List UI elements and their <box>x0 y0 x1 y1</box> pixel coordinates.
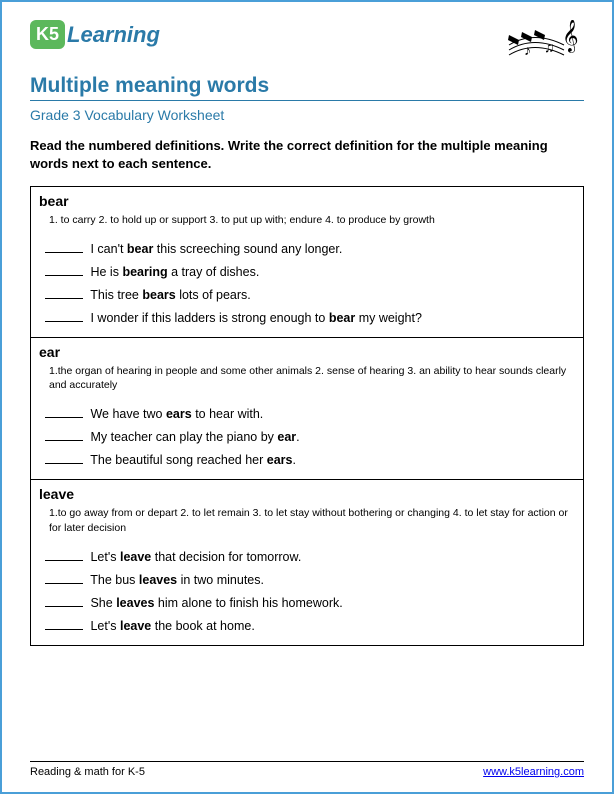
answer-blank[interactable] <box>45 311 83 322</box>
sentence-pre: He is <box>87 265 122 279</box>
logo-badge: K5 <box>30 20 65 49</box>
answer-blank[interactable] <box>45 573 83 584</box>
answer-blank[interactable] <box>45 288 83 299</box>
sentence: He is bearing a tray of dishes. <box>39 265 575 279</box>
sentence: The bus leaves in two minutes. <box>39 573 575 587</box>
sentence-post: this screeching sound any longer. <box>153 242 342 256</box>
sentence-pre: I wonder if this ladders is strong enoug… <box>87 311 329 325</box>
sentence-post: to hear with. <box>192 407 264 421</box>
answer-blank[interactable] <box>45 596 83 607</box>
sentence-post: in two minutes. <box>177 573 264 587</box>
sentence-post: my weight? <box>355 311 422 325</box>
answer-blank[interactable] <box>45 430 83 441</box>
sentence-pre: We have two <box>87 407 166 421</box>
worksheet-page: K5 Learning 𝄞 ♪ ♫ Multiple meaning words… <box>0 0 614 794</box>
sentence-bold-word: leave <box>120 550 151 564</box>
svg-text:♫: ♫ <box>544 39 555 55</box>
answer-blank[interactable] <box>45 550 83 561</box>
sentence-post: . <box>296 430 299 444</box>
answer-blank[interactable] <box>45 242 83 253</box>
word-box-ear: ear 1.the organ of hearing in people and … <box>30 338 584 480</box>
sentence-post: a tray of dishes. <box>168 265 260 279</box>
footer-divider <box>30 761 584 762</box>
answer-blank[interactable] <box>45 453 83 464</box>
word-boxes: bear 1. to carry 2. to hold up or support… <box>30 186 584 645</box>
definitions: 1. to carry 2. to hold up or support 3. … <box>39 213 575 228</box>
sentence-bold-word: leave <box>120 619 151 633</box>
sentence-post: . <box>293 453 296 467</box>
sentence-post: him alone to finish his homework. <box>154 596 342 610</box>
header: K5 Learning 𝄞 ♪ ♫ <box>30 20 584 70</box>
sentence-bold-word: leaves <box>116 596 154 610</box>
sentence: Let's leave that decision for tomorrow. <box>39 550 575 564</box>
word-title: bear <box>39 193 575 209</box>
footer-left: Reading & math for K-5 <box>30 766 145 778</box>
page-title: Multiple meaning words <box>30 74 584 98</box>
word-box-bear: bear 1. to carry 2. to hold up or support… <box>30 186 584 338</box>
word-box-leave: leave 1.to go away from or depart 2. to l… <box>30 480 584 645</box>
sentence-bold-word: ears <box>267 453 293 467</box>
sentence: This tree bears lots of pears. <box>39 288 575 302</box>
sentence-post: the book at home. <box>151 619 255 633</box>
sentence: We have two ears to hear with. <box>39 407 575 421</box>
sentence-bold-word: ear <box>277 430 296 444</box>
sentence: The beautiful song reached her ears. <box>39 453 575 467</box>
sentence-pre: Let's <box>87 619 120 633</box>
sentence-pre: My teacher can play the piano by <box>87 430 277 444</box>
answer-blank[interactable] <box>45 265 83 276</box>
sentence-bold-word: bear <box>329 311 355 325</box>
definitions: 1.the organ of hearing in people and som… <box>39 364 575 393</box>
sentence: I can't bear this screeching sound any l… <box>39 242 575 256</box>
sentence-post: lots of pears. <box>176 288 251 302</box>
sentence-pre: The beautiful song reached her <box>87 453 267 467</box>
instructions: Read the numbered definitions. Write the… <box>30 137 584 172</box>
sentence: My teacher can play the piano by ear. <box>39 430 575 444</box>
answer-blank[interactable] <box>45 407 83 418</box>
svg-text:𝄞: 𝄞 <box>562 20 579 53</box>
word-title: leave <box>39 486 575 502</box>
sentence: I wonder if this ladders is strong enoug… <box>39 311 575 325</box>
logo: K5 Learning <box>30 20 160 49</box>
sentence-bold-word: bearing <box>122 265 167 279</box>
sentence-pre: She <box>87 596 116 610</box>
page-subtitle: Grade 3 Vocabulary Worksheet <box>30 107 584 123</box>
sentence-pre: The bus <box>87 573 139 587</box>
sentence: She leaves him alone to finish his homew… <box>39 596 575 610</box>
definitions: 1.to go away from or depart 2. to let re… <box>39 506 575 535</box>
sentence-bold-word: bear <box>127 242 153 256</box>
answer-blank[interactable] <box>45 619 83 630</box>
sentence-pre: This tree <box>87 288 142 302</box>
sentence-pre: Let's <box>87 550 120 564</box>
sentence: Let's leave the book at home. <box>39 619 575 633</box>
word-title: ear <box>39 344 575 360</box>
title-divider <box>30 100 584 101</box>
svg-text:♪: ♪ <box>524 42 531 58</box>
sentence-post: that decision for tomorrow. <box>151 550 301 564</box>
sentence-bold-word: bears <box>142 288 175 302</box>
sentence-bold-word: leaves <box>139 573 177 587</box>
music-notes-icon: 𝄞 ♪ ♫ <box>504 20 584 70</box>
footer: Reading & math for K-5 www.k5learning.co… <box>30 761 584 778</box>
sentence-bold-word: ears <box>166 407 192 421</box>
sentence-pre: I can't <box>87 242 127 256</box>
logo-text: Learning <box>67 22 160 48</box>
footer-link[interactable]: www.k5learning.com <box>483 766 584 778</box>
